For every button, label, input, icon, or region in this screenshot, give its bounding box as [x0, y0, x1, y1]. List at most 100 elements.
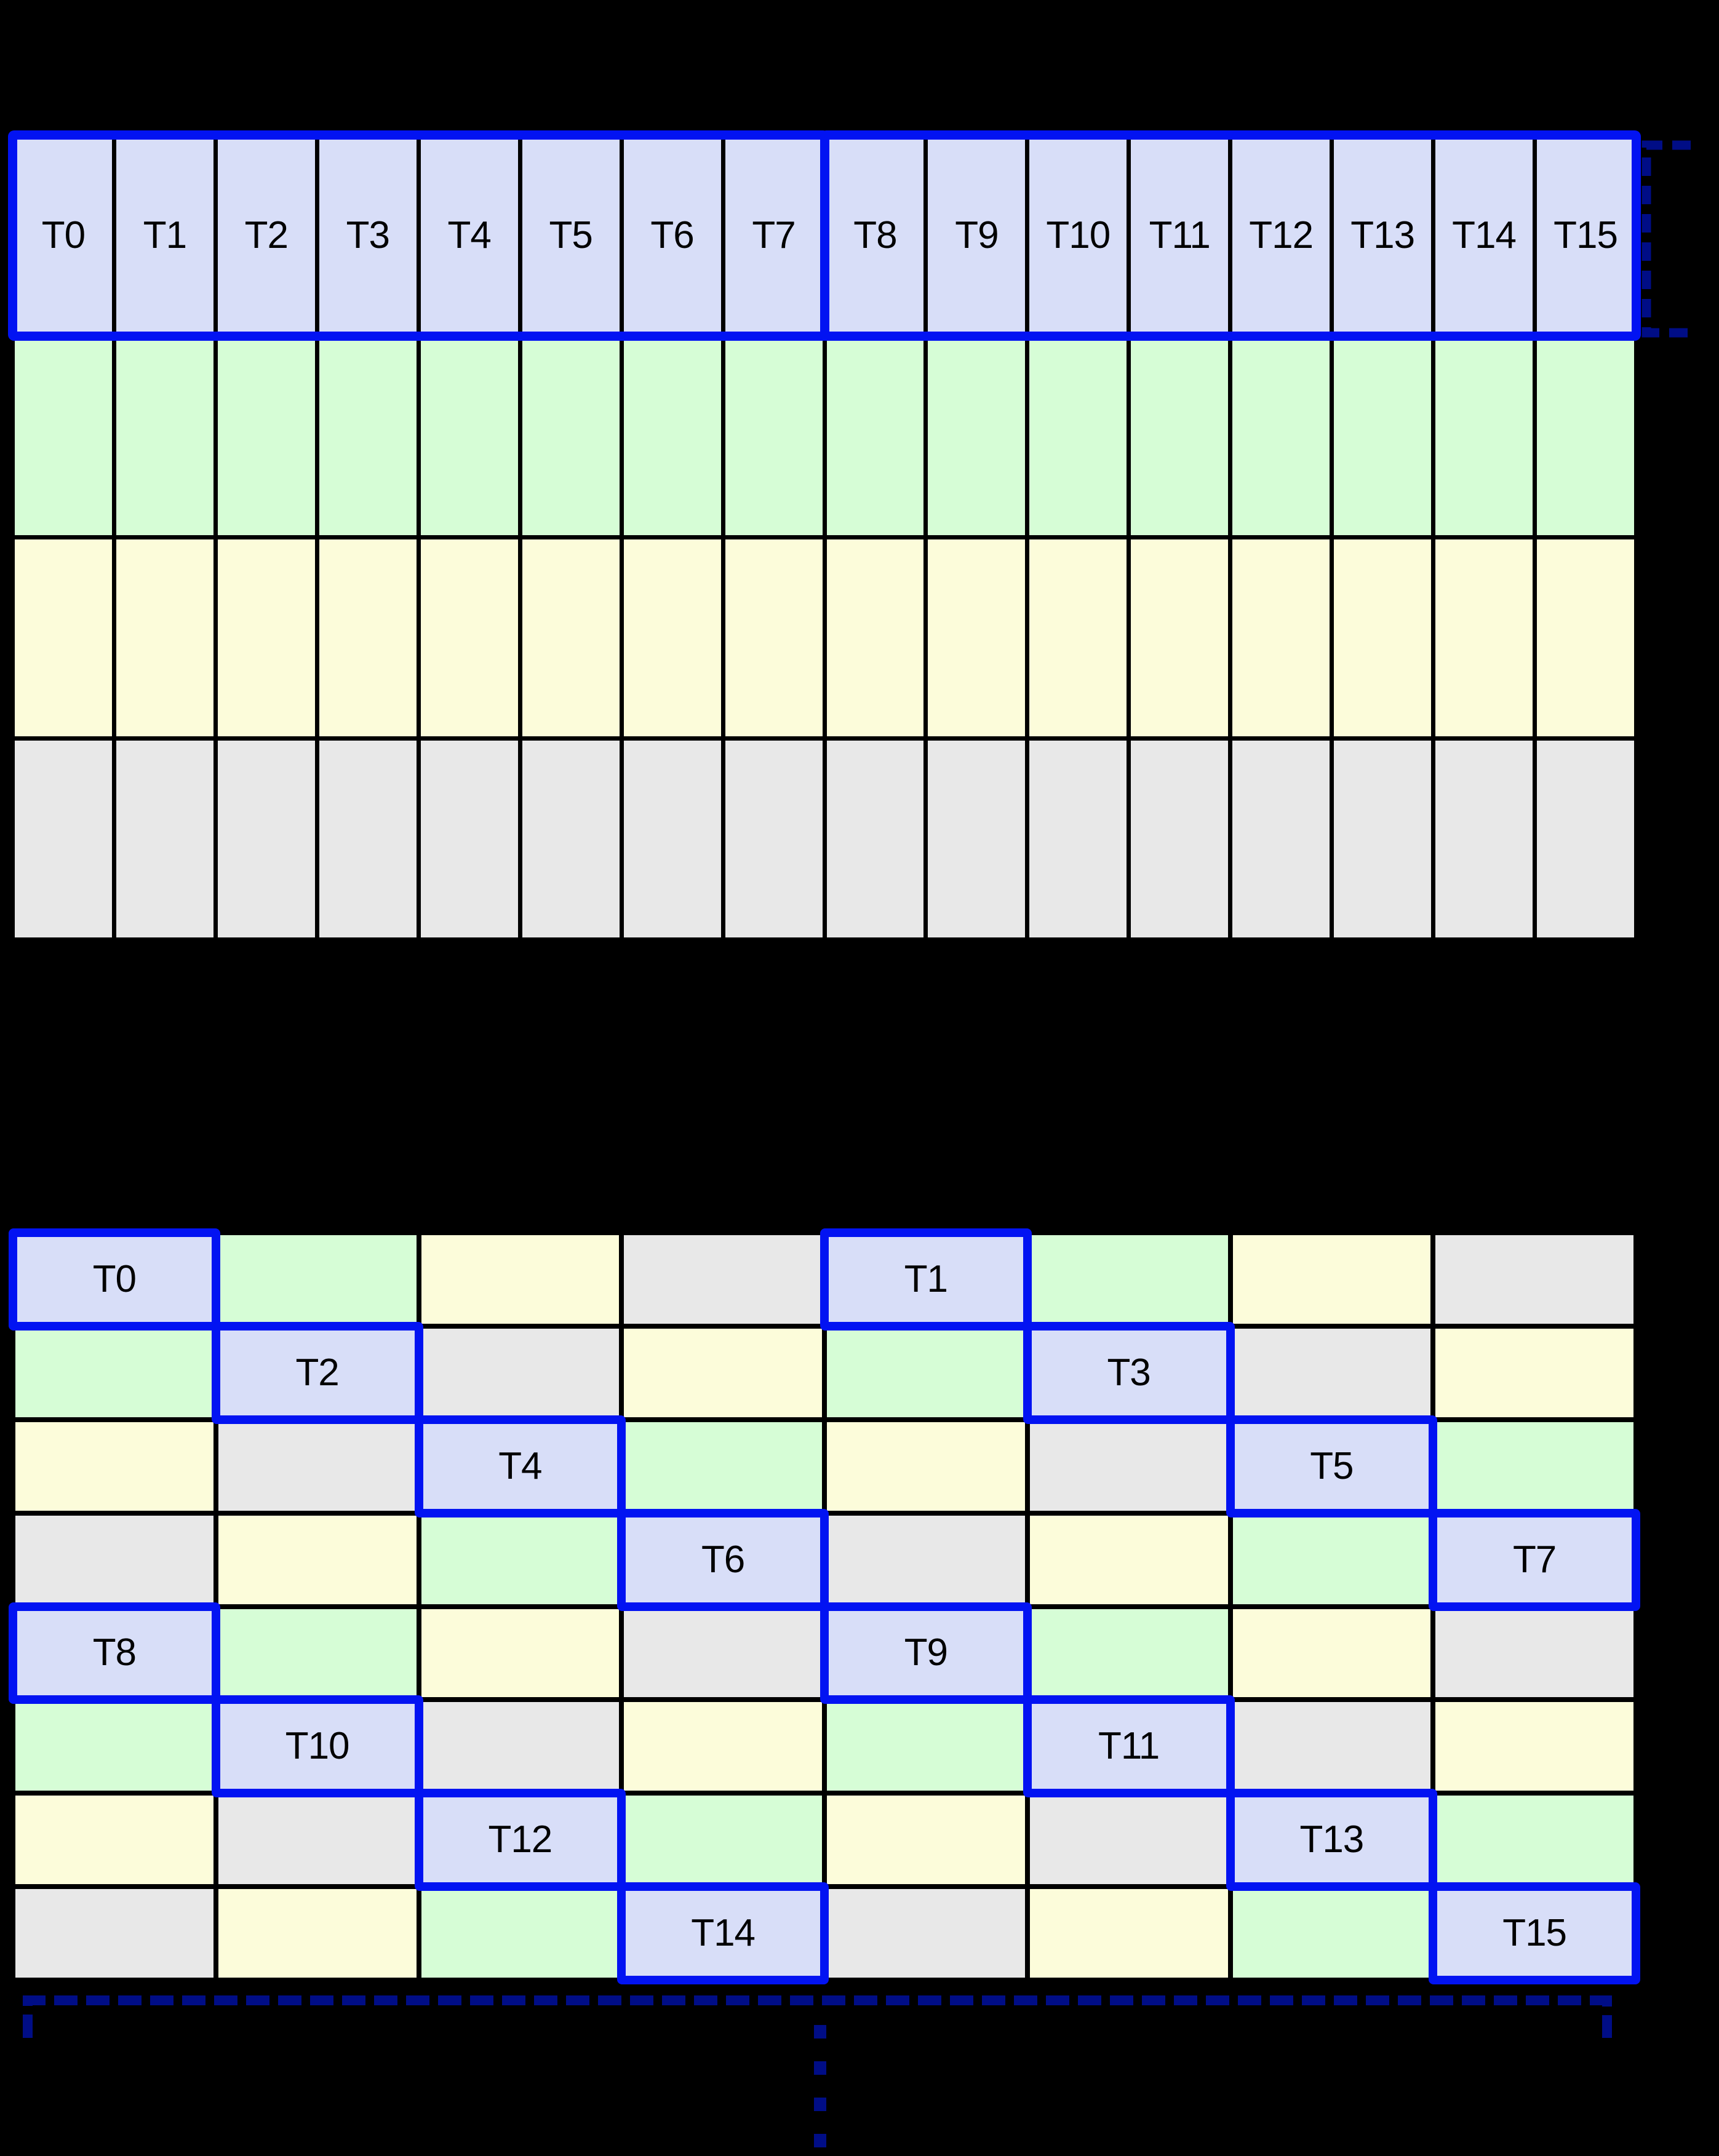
swizzled-bank-cell-r0-c1	[218, 1235, 417, 1324]
swizzled-thread-cell-t0: T0	[15, 1235, 213, 1324]
linear-bank-cell-r2-c13	[1334, 539, 1432, 736]
swizzled-thread-cell-t10: T10	[218, 1702, 417, 1791]
linear-thread-cell-0: T0	[15, 137, 112, 334]
linear-bank-cell-r1-c12	[1232, 338, 1330, 535]
linear-bank-cell-r2-c11	[1131, 539, 1229, 736]
linear-bank-cell-r3-c4	[420, 741, 518, 937]
swizzled-bank-cell-r0-c7	[1435, 1235, 1633, 1324]
linear-bank-cell-r3-c11	[1131, 741, 1229, 937]
swizzled-bank-cell-r6-c7	[1435, 1796, 1633, 1885]
linear-thread-cell-14: T14	[1435, 137, 1533, 334]
swizzled-layout-grid: T0 T1 T2 T3 T4 T5 T6 T7 T8 T9 T10 T11 T12 T13 T14 T15	[10, 1230, 1638, 1983]
swizzled-thread-cell-t6: T6	[624, 1515, 822, 1604]
thread-label: T7	[1512, 1538, 1557, 1581]
thread-label: T2	[295, 1351, 339, 1394]
linear-bank-cell-r1-c8	[826, 338, 924, 535]
linear-thread-cell-15: T15	[1537, 137, 1634, 334]
linear-bank-cell-r1-c10	[1029, 338, 1127, 535]
thread-label: T5	[549, 214, 592, 257]
thread-label: T8	[92, 1631, 137, 1674]
swizzled-bank-cell-r2-c4	[827, 1422, 1025, 1511]
linear-layout-grid: T0 T1 T2 T3 T4 T5 T6 T7 T8 T9 T10 T11 T12 T13 T14 T15	[10, 133, 1638, 942]
swizzled-bank-cell-r0-c3	[624, 1235, 822, 1324]
thread-label: T14	[1452, 214, 1517, 257]
thread-label: T12	[488, 1818, 552, 1861]
linear-bank-cell-r1-c7	[725, 338, 823, 535]
swizzled-thread-cell-t12: T12	[421, 1796, 620, 1885]
swizzled-bank-cell-r7-c0	[15, 1889, 213, 1978]
swizzled-bank-cell-r3-c1	[218, 1515, 417, 1604]
thread-label: T3	[1107, 1351, 1151, 1394]
swizzled-bank-cell-r4-c5	[1029, 1609, 1228, 1698]
swizzled-bank-cell-r4-c1	[218, 1609, 417, 1698]
linear-bank-cell-r1-c6	[623, 338, 721, 535]
linear-bank-cell-r3-c12	[1232, 741, 1330, 937]
linear-thread-cell-3: T3	[319, 137, 417, 334]
linear-bank-cell-r2-c7	[725, 539, 823, 736]
linear-thread-cell-7: T7	[725, 137, 823, 334]
swizzled-thread-cell-t2: T2	[218, 1328, 417, 1417]
linear-thread-cell-1: T1	[116, 137, 213, 334]
swizzled-bank-cell-r4-c3	[624, 1609, 822, 1698]
swizzled-thread-cell-t8: T8	[15, 1609, 213, 1698]
swizzled-thread-cell-t14: T14	[624, 1889, 822, 1978]
swizzled-bank-cell-r7-c5	[1029, 1889, 1228, 1978]
swizzled-bank-cell-r1-c0	[15, 1328, 213, 1417]
swizzled-bank-cell-r2-c0	[15, 1422, 213, 1511]
swizzled-bank-cell-r1-c4	[827, 1328, 1025, 1417]
linear-bank-cell-r1-c2	[217, 338, 315, 535]
linear-bank-cell-r1-c4	[420, 338, 518, 535]
swizzled-bank-cell-r5-c2	[421, 1702, 620, 1791]
linear-bank-cell-r2-c0	[15, 539, 112, 736]
swizzled-bank-cell-r6-c3	[624, 1796, 822, 1885]
linear-bank-cell-r2-c14	[1435, 539, 1533, 736]
swizzled-bank-cell-r1-c6	[1232, 1328, 1431, 1417]
linear-bank-cell-r1-c1	[116, 338, 213, 535]
swizzled-bank-cell-r7-c1	[218, 1889, 417, 1978]
swizzled-bank-cell-r3-c2	[421, 1515, 620, 1604]
linear-bank-cell-r3-c13	[1334, 741, 1432, 937]
thread-label: T15	[1553, 214, 1618, 257]
linear-bank-cell-r1-c11	[1131, 338, 1229, 535]
linear-bank-cell-r2-c5	[522, 539, 620, 736]
thread-label: T1	[143, 214, 187, 257]
swizzled-thread-cell-t7: T7	[1435, 1515, 1633, 1604]
linear-bank-cell-r1-c9	[928, 338, 1026, 535]
thread-label: T10	[285, 1725, 350, 1768]
thread-label: T12	[1249, 214, 1314, 257]
swizzled-thread-cell-t3: T3	[1029, 1328, 1228, 1417]
linear-bank-cell-r3-c9	[928, 741, 1026, 937]
linear-thread-cell-2: T2	[217, 137, 315, 334]
linear-bank-cell-r2-c8	[826, 539, 924, 736]
swizzled-bank-cell-r3-c5	[1029, 1515, 1228, 1604]
swizzled-bank-cell-r5-c7	[1435, 1702, 1633, 1791]
linear-bank-cell-r1-c13	[1334, 338, 1432, 535]
linear-bank-cell-r3-c15	[1537, 741, 1634, 937]
thread-label: T13	[1350, 214, 1415, 257]
linear-bank-cell-r2-c4	[420, 539, 518, 736]
swizzled-bank-cell-r5-c3	[624, 1702, 822, 1791]
swizzled-bank-cell-r5-c6	[1232, 1702, 1431, 1791]
swizzled-thread-cell-t13: T13	[1232, 1796, 1431, 1885]
thread-label: T4	[498, 1444, 542, 1487]
linear-bank-cell-r1-c3	[319, 338, 417, 535]
linear-thread-cell-10: T10	[1029, 137, 1127, 334]
swizzled-bank-cell-r4-c7	[1435, 1609, 1633, 1698]
row-span-bracket	[1641, 140, 1692, 338]
swizzled-thread-cell-t9: T9	[827, 1609, 1025, 1698]
swizzled-bank-cell-r7-c4	[827, 1889, 1025, 1978]
thread-label: T11	[1149, 214, 1211, 257]
linear-bank-cell-r3-c3	[319, 741, 417, 937]
linear-bank-cell-r1-c0	[15, 338, 112, 535]
linear-bank-cell-r3-c10	[1029, 741, 1127, 937]
swizzled-bank-cell-r4-c6	[1232, 1609, 1431, 1698]
swizzled-bank-cell-r7-c6	[1232, 1889, 1431, 1978]
swizzled-bank-cell-r2-c7	[1435, 1422, 1633, 1511]
linear-bank-cell-r2-c15	[1537, 539, 1634, 736]
linear-thread-cell-4: T4	[420, 137, 518, 334]
thread-label: T11	[1098, 1725, 1160, 1768]
linear-bank-cell-r2-c10	[1029, 539, 1127, 736]
linear-thread-cell-8: T8	[826, 137, 924, 334]
thread-label: T8	[853, 214, 897, 257]
thread-label: T6	[701, 1538, 745, 1581]
